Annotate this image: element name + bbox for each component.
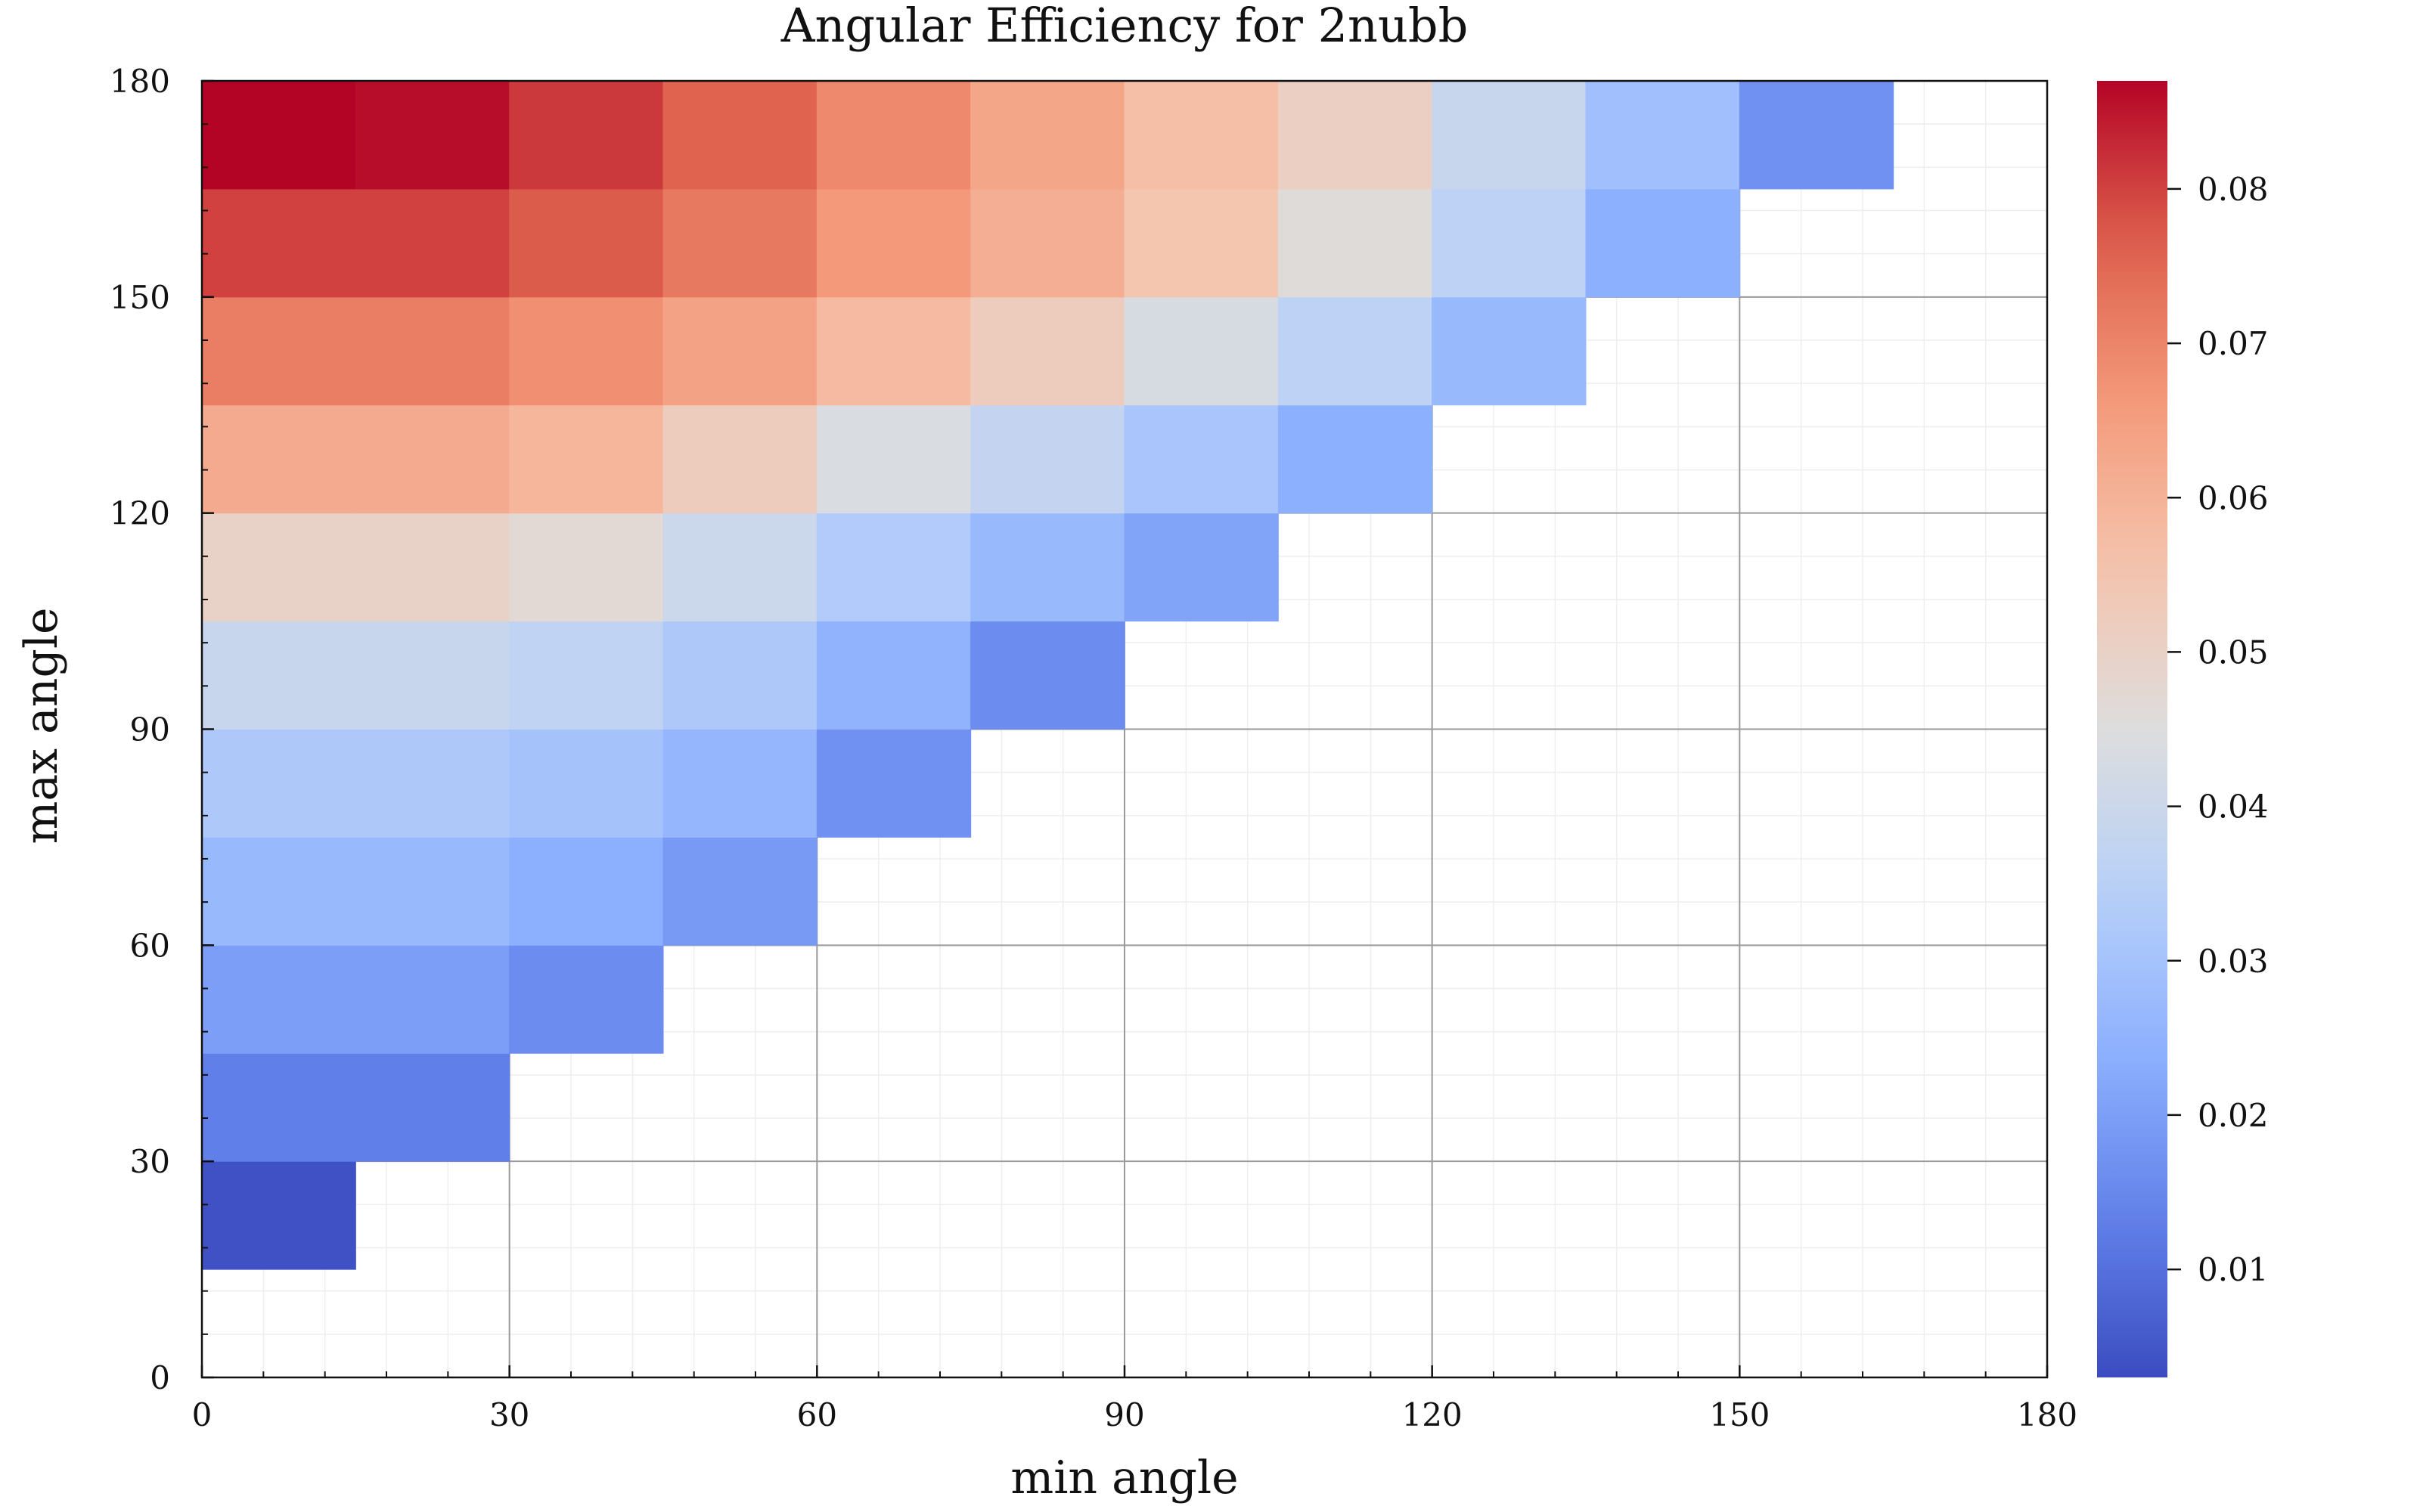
heatmap-cell: [816, 513, 972, 622]
heatmap-cell: [1432, 80, 1587, 190]
heatmap-cell: [662, 621, 818, 730]
colorbar-tick-label: 0.05: [2198, 634, 2269, 671]
colorbar: 0.01 0.02 0.03 0.04 0.05 0.06 0.07 0.08: [2097, 81, 2269, 1377]
heatmap-cell: [1277, 80, 1433, 190]
heatmap-cell: [509, 836, 664, 946]
colorbar-tick-label: 0.03: [2198, 943, 2269, 980]
colorbar-tick-label: 0.06: [2198, 479, 2269, 516]
heatmap-cell: [1277, 188, 1433, 298]
heatmap-cell: [970, 621, 1125, 730]
heatmap-cell: [201, 729, 356, 838]
heatmap-cell: [970, 404, 1125, 514]
heatmap-cell: [355, 1052, 510, 1162]
y-tick-label: 0: [150, 1359, 170, 1396]
y-tick-label: 60: [130, 927, 170, 964]
heatmap-cell: [1124, 296, 1279, 406]
heatmap-cell: [201, 404, 356, 514]
x-tick-label: 60: [797, 1396, 837, 1433]
heatmap-cell: [662, 513, 818, 622]
heatmap-cell: [355, 621, 510, 730]
heatmap-cell: [662, 404, 818, 514]
heatmap-cell: [1432, 188, 1587, 298]
heatmap-cell: [1124, 188, 1279, 298]
heatmap-cell: [970, 296, 1125, 406]
heatmap-cell: [662, 188, 818, 298]
heatmap-cell: [816, 729, 972, 838]
heatmap-cell: [355, 944, 510, 1054]
heatmap-cell: [355, 296, 510, 406]
heatmap-cell: [201, 621, 356, 730]
heatmap-cell: [201, 1160, 356, 1270]
y-tick-label: 90: [130, 711, 170, 748]
heatmap-cell: [970, 188, 1125, 298]
x-axis-title: min angle: [1010, 1452, 1238, 1504]
x-tick-label: 30: [489, 1396, 529, 1433]
heatmap-cell: [1277, 296, 1433, 406]
heatmap-cell: [1124, 80, 1279, 190]
heatmap-cell: [201, 188, 356, 298]
heatmap-cell: [509, 188, 664, 298]
heatmap-cell: [662, 729, 818, 838]
heatmap-cell: [662, 80, 818, 190]
heatmap-cell: [509, 729, 664, 838]
heatmap-cell: [970, 80, 1125, 190]
y-axis-title: max angle: [15, 607, 68, 844]
y-tick-label: 120: [110, 495, 170, 532]
heatmap-cell: [355, 729, 510, 838]
heatmap-cell: [1739, 80, 1894, 190]
heatmap-cell: [355, 80, 510, 190]
heatmap-cell: [662, 836, 818, 946]
chart-title: Angular Efficiency for 2nubb: [780, 0, 1469, 53]
heatmap-cell: [355, 513, 510, 622]
heatmap-cell: [970, 513, 1125, 622]
heatmap-cell: [201, 1052, 356, 1162]
x-tick-label: 180: [2017, 1396, 2077, 1433]
x-tick-label: 0: [192, 1396, 213, 1433]
y-tick-label: 180: [110, 63, 170, 100]
heatmap-cell: [509, 404, 664, 514]
heatmap-cell: [1124, 404, 1279, 514]
heatmap-cell: [1585, 80, 1740, 190]
heatmap-cell: [201, 80, 356, 190]
x-tick-label: 90: [1104, 1396, 1144, 1433]
heatmap-cell: [355, 836, 510, 946]
heatmap-cell: [509, 80, 664, 190]
heatmap-cell: [201, 513, 356, 622]
heatmap-cell: [509, 513, 664, 622]
heatmap-cell: [509, 621, 664, 730]
heatmap-cell: [201, 944, 356, 1054]
heatmap-cell: [355, 404, 510, 514]
heatmap-cell: [1277, 404, 1433, 514]
heatmap-cell: [509, 944, 664, 1054]
colorbar-tick-label: 0.02: [2198, 1097, 2269, 1134]
colorbar-tick-label: 0.08: [2198, 171, 2269, 208]
heatmap-cell: [662, 296, 818, 406]
heatmap-cell: [355, 188, 510, 298]
colorbar-tick-label: 0.04: [2198, 789, 2269, 826]
heatmap-cell: [201, 836, 356, 946]
heatmap-cell: [816, 404, 972, 514]
plot-area: 0 30 60 90 120 150 180 0 30 60 90 120 150 180: [110, 63, 2077, 1433]
heatmap-cell: [509, 296, 664, 406]
heatmap-cell: [201, 296, 356, 406]
x-tick-label: 150: [1709, 1396, 1770, 1433]
heatmap-cell: [816, 188, 972, 298]
heatmap-cell: [1124, 513, 1279, 622]
heatmap-cell: [816, 621, 972, 730]
heatmap-cell: [816, 80, 972, 190]
x-tick-label: 120: [1402, 1396, 1463, 1433]
y-tick-label: 150: [110, 279, 170, 316]
colorbar-gradient: [2097, 81, 2167, 1377]
colorbar-tick-label: 0.01: [2198, 1251, 2269, 1288]
heatmap-cell: [1585, 188, 1740, 298]
heatmap-cell: [1432, 296, 1587, 406]
y-tick-label: 30: [130, 1143, 170, 1180]
heatmap-cell: [816, 296, 972, 406]
colorbar-tick-label: 0.07: [2198, 325, 2269, 362]
